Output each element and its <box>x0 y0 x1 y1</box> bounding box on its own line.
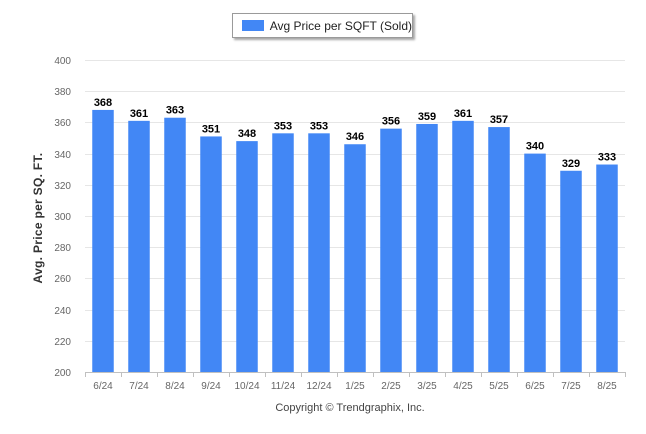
x-tick-label: 8/25 <box>597 381 617 392</box>
bar-value-label: 351 <box>202 123 220 135</box>
bar-value-label: 333 <box>598 152 616 164</box>
x-tick-label: 2/25 <box>381 381 401 392</box>
bar[interactable] <box>200 136 222 372</box>
bars <box>92 109 618 373</box>
legend[interactable]: Avg Price per SQFT (Sold) <box>232 13 413 38</box>
bar-value-label: 368 <box>94 97 112 109</box>
x-tick-label: 12/24 <box>306 381 331 392</box>
y-tick-label: 400 <box>54 56 71 67</box>
legend-swatch <box>242 20 264 31</box>
bar-value-label: 353 <box>274 120 292 132</box>
bar-value-label: 357 <box>490 114 508 126</box>
bar-value-label: 348 <box>238 128 256 140</box>
bar-value-label: 346 <box>346 131 364 143</box>
y-tick-label: 340 <box>54 150 71 161</box>
bar[interactable] <box>344 144 366 372</box>
bar[interactable] <box>308 133 330 372</box>
bar-value-label: 361 <box>454 108 472 120</box>
x-tick-label: 7/24 <box>129 381 149 392</box>
legend-label: Avg Price per SQFT (Sold) <box>269 18 412 33</box>
x-tick-label: 8/24 <box>165 381 185 392</box>
bar[interactable] <box>452 120 474 372</box>
bar[interactable] <box>164 117 186 372</box>
x-tick-label: 9/24 <box>201 381 221 392</box>
bar-value-label: 361 <box>130 108 148 120</box>
y-tick-label: 360 <box>54 118 71 129</box>
x-tick-label: 7/25 <box>561 381 581 392</box>
bar[interactable] <box>524 153 546 372</box>
y-tick-label: 260 <box>54 274 71 285</box>
bar[interactable] <box>416 123 438 373</box>
x-tick-label: 1/25 <box>345 381 365 392</box>
y-axis-ticks: 200 220 240 260 280 300 320 340 360 380 400 <box>54 56 71 379</box>
bar-value-label: 329 <box>562 158 580 170</box>
x-tick-label: 5/25 <box>489 381 509 392</box>
bar[interactable] <box>380 128 402 372</box>
x-tick-label: 11/24 <box>271 381 296 392</box>
y-tick-label: 240 <box>54 306 71 317</box>
y-tick-label: 300 <box>54 212 71 223</box>
bar-value-label: 340 <box>526 141 544 153</box>
copyright-credit: Copyright © Trendgraphix, Inc. <box>275 402 425 414</box>
bar[interactable] <box>560 170 582 372</box>
bar[interactable] <box>596 164 618 372</box>
bar[interactable] <box>92 109 114 373</box>
bar[interactable] <box>128 120 150 372</box>
bar-value-label: 353 <box>310 120 328 132</box>
y-axis-title: Avg. Price per SQ. FT. <box>31 152 45 284</box>
bar[interactable] <box>488 127 510 372</box>
bar-value-label: 363 <box>166 105 184 117</box>
x-axis <box>85 372 626 377</box>
x-axis-ticks: 6/24 7/24 8/24 9/24 10/24 11/24 12/24 1/25 2/25 3… <box>93 381 617 392</box>
y-tick-label: 200 <box>54 368 71 379</box>
data-labels: 368 361 363 351 348 353 353 346 356 359 361 357 340 3… <box>94 97 616 170</box>
x-tick-label: 3/25 <box>417 381 437 392</box>
bar[interactable] <box>236 141 258 372</box>
bar-value-label: 356 <box>382 116 400 128</box>
x-tick-label: 4/25 <box>453 381 473 392</box>
y-tick-label: 280 <box>54 243 71 254</box>
bar-value-label: 359 <box>418 111 436 123</box>
y-tick-label: 220 <box>54 337 71 348</box>
y-tick-label: 380 <box>54 87 71 98</box>
bar[interactable] <box>272 133 294 372</box>
x-tick-label: 6/25 <box>525 381 545 392</box>
x-tick-label: 6/24 <box>93 381 113 392</box>
y-tick-label: 320 <box>54 181 71 192</box>
x-tick-label: 10/24 <box>234 381 259 392</box>
